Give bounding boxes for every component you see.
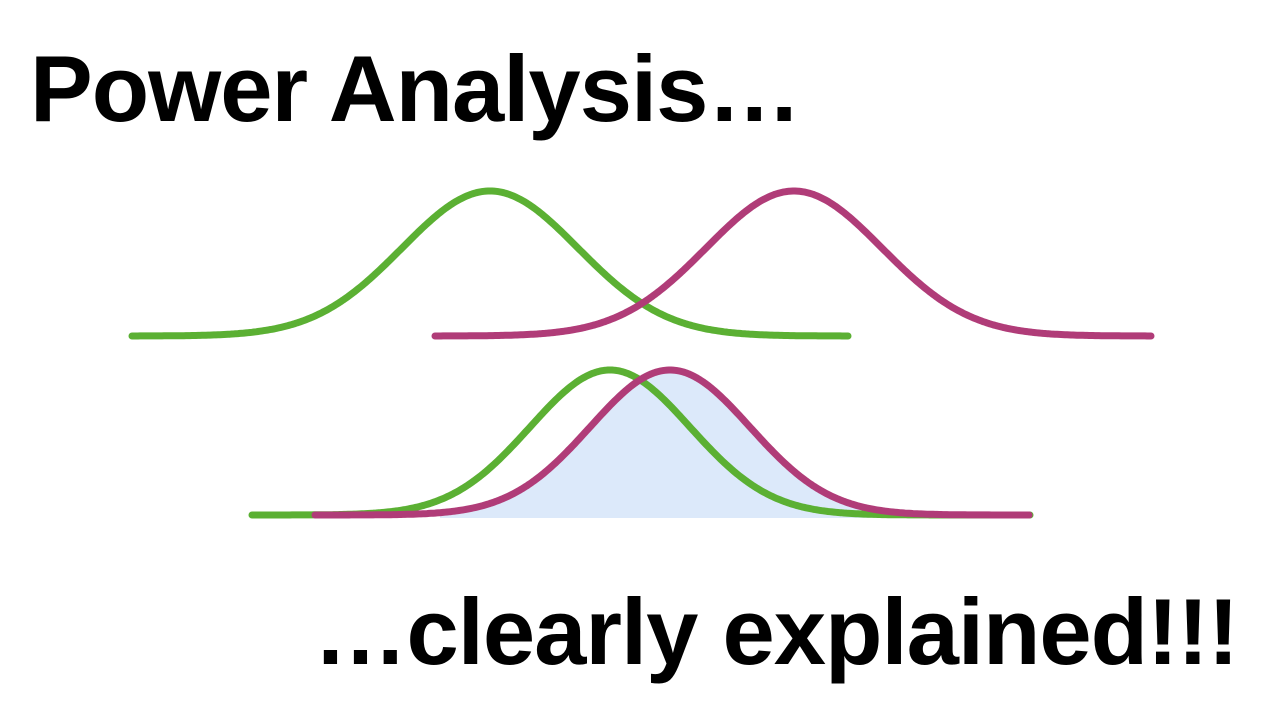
title-text: Power Analysis…: [30, 36, 801, 141]
top-magenta-curve: [431, 187, 1155, 340]
overlap-shaded-area: [440, 370, 880, 518]
subtitle-text: …clearly explained!!!: [313, 579, 1239, 684]
bottom-magenta-curve: [311, 366, 1033, 519]
bottom-distributions: [248, 366, 1034, 519]
top-green-curve: [128, 187, 852, 340]
top-distributions: [128, 187, 1155, 340]
